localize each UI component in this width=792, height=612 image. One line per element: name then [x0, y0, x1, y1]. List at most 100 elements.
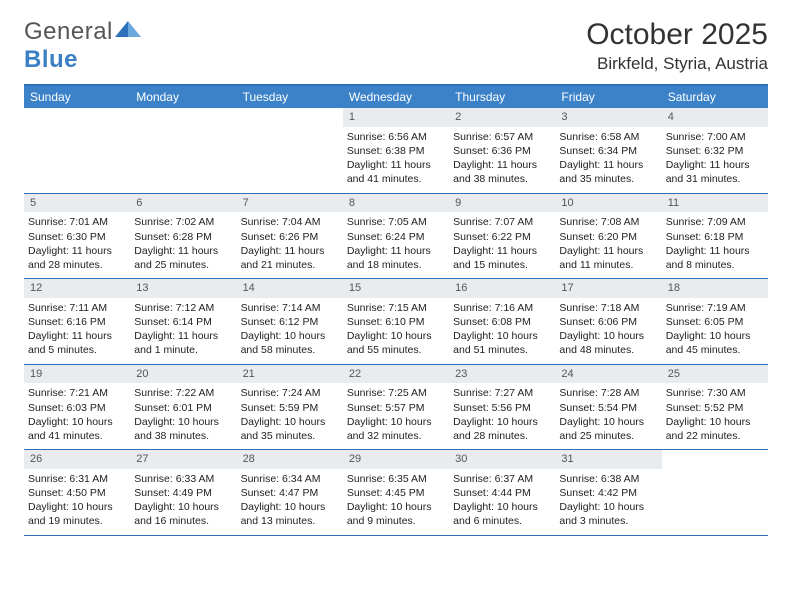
day-cell: 21Sunrise: 7:24 AMSunset: 5:59 PMDayligh…: [237, 365, 343, 450]
daylight-line: Daylight: 10 hours and 16 minutes.: [134, 500, 232, 528]
daylight-line: Daylight: 11 hours and 18 minutes.: [347, 244, 445, 272]
sunrise-line: Sunrise: 7:11 AM: [28, 301, 126, 315]
dow-friday: Friday: [555, 86, 661, 108]
brand-part2: Blue: [24, 46, 78, 73]
sunrise-line: Sunrise: 7:05 AM: [347, 215, 445, 229]
day-cell: 20Sunrise: 7:22 AMSunset: 6:01 PMDayligh…: [130, 365, 236, 450]
day-cell: 5 Sunrise: 7:01 AMSunset: 6:30 PMDaylight…: [24, 194, 130, 279]
day-number: 28: [237, 450, 343, 469]
sunrise-line: Sunrise: 7:02 AM: [134, 215, 232, 229]
daylight-line: Daylight: 11 hours and 11 minutes.: [559, 244, 657, 272]
daylight-line: Daylight: 10 hours and 6 minutes.: [453, 500, 551, 528]
daylight-line: Daylight: 11 hours and 28 minutes.: [28, 244, 126, 272]
day-number: [24, 108, 130, 112]
sunset-line: Sunset: 6:12 PM: [241, 315, 339, 329]
daylight-line: Daylight: 10 hours and 35 minutes.: [241, 415, 339, 443]
sunset-line: Sunset: 5:54 PM: [559, 401, 657, 415]
day-cell: [130, 108, 236, 193]
week-row: 5Sunrise: 7:01 AMSunset: 6:30 PMDaylight…: [24, 194, 768, 280]
day-cell: 17Sunrise: 7:18 AMSunset: 6:06 PMDayligh…: [555, 279, 661, 364]
sunset-line: Sunset: 6:06 PM: [559, 315, 657, 329]
daylight-line: Daylight: 10 hours and 58 minutes.: [241, 329, 339, 357]
daylight-line: Daylight: 10 hours and 19 minutes.: [28, 500, 126, 528]
sunrise-line: Sunrise: 7:07 AM: [453, 215, 551, 229]
sunset-line: Sunset: 4:44 PM: [453, 486, 551, 500]
day-cell: 11Sunrise: 7:09 AMSunset: 6:18 PMDayligh…: [662, 194, 768, 279]
dow-saturday: Saturday: [662, 86, 768, 108]
dow-sunday: Sunday: [24, 86, 130, 108]
day-number: 5: [24, 194, 130, 213]
sunrise-line: Sunrise: 7:12 AM: [134, 301, 232, 315]
sunset-line: Sunset: 4:47 PM: [241, 486, 339, 500]
sunrise-line: Sunrise: 7:16 AM: [453, 301, 551, 315]
sunrise-line: Sunrise: 7:22 AM: [134, 386, 232, 400]
daylight-line: Daylight: 11 hours and 21 minutes.: [241, 244, 339, 272]
day-number: 20: [130, 365, 236, 384]
day-number: 4: [662, 108, 768, 127]
daylight-line: Daylight: 10 hours and 28 minutes.: [453, 415, 551, 443]
day-cell: 28Sunrise: 6:34 AMSunset: 4:47 PMDayligh…: [237, 450, 343, 535]
brand-triangle-icon: [115, 19, 141, 39]
daylight-line: Daylight: 10 hours and 41 minutes.: [28, 415, 126, 443]
day-number: 25: [662, 365, 768, 384]
day-cell: [662, 450, 768, 535]
sunset-line: Sunset: 6:28 PM: [134, 230, 232, 244]
day-number: 11: [662, 194, 768, 213]
sunrise-line: Sunrise: 7:28 AM: [559, 386, 657, 400]
day-cell: 19Sunrise: 7:21 AMSunset: 6:03 PMDayligh…: [24, 365, 130, 450]
day-cell: 22Sunrise: 7:25 AMSunset: 5:57 PMDayligh…: [343, 365, 449, 450]
sunset-line: Sunset: 6:22 PM: [453, 230, 551, 244]
day-number: 13: [130, 279, 236, 298]
sunrise-line: Sunrise: 6:57 AM: [453, 130, 551, 144]
day-cell: 31Sunrise: 6:38 AMSunset: 4:42 PMDayligh…: [555, 450, 661, 535]
brand-part1: General: [24, 18, 113, 45]
sunset-line: Sunset: 6:05 PM: [666, 315, 764, 329]
sunrise-line: Sunrise: 6:33 AM: [134, 472, 232, 486]
sunset-line: Sunset: 6:18 PM: [666, 230, 764, 244]
sunrise-line: Sunrise: 7:01 AM: [28, 215, 126, 229]
sunset-line: Sunset: 6:38 PM: [347, 144, 445, 158]
sunset-line: Sunset: 4:49 PM: [134, 486, 232, 500]
month-title: October 2025: [586, 18, 768, 52]
sunrise-line: Sunrise: 6:35 AM: [347, 472, 445, 486]
sunrise-line: Sunrise: 7:00 AM: [666, 130, 764, 144]
day-cell: 4Sunrise: 7:00 AMSunset: 6:32 PMDaylight…: [662, 108, 768, 193]
day-number: 24: [555, 365, 661, 384]
sunset-line: Sunset: 6:32 PM: [666, 144, 764, 158]
week-row: 1Sunrise: 6:56 AMSunset: 6:38 PMDaylight…: [24, 108, 768, 194]
day-cell: [24, 108, 130, 193]
sunset-line: Sunset: 6:34 PM: [559, 144, 657, 158]
day-of-week-header: Sunday Monday Tuesday Wednesday Thursday…: [24, 86, 768, 108]
daylight-line: Daylight: 10 hours and 9 minutes.: [347, 500, 445, 528]
header: GeneralBlue October 2025 Birkfeld, Styri…: [24, 18, 768, 74]
sunrise-line: Sunrise: 6:56 AM: [347, 130, 445, 144]
day-cell: 13Sunrise: 7:12 AMSunset: 6:14 PMDayligh…: [130, 279, 236, 364]
day-cell: 8Sunrise: 7:05 AMSunset: 6:24 PMDaylight…: [343, 194, 449, 279]
day-cell: 16Sunrise: 7:16 AMSunset: 6:08 PMDayligh…: [449, 279, 555, 364]
day-cell: 18Sunrise: 7:19 AMSunset: 6:05 PMDayligh…: [662, 279, 768, 364]
week-row: 19Sunrise: 7:21 AMSunset: 6:03 PMDayligh…: [24, 365, 768, 451]
day-number: 9: [449, 194, 555, 213]
day-cell: 15Sunrise: 7:15 AMSunset: 6:10 PMDayligh…: [343, 279, 449, 364]
day-number: 7: [237, 194, 343, 213]
day-number: 17: [555, 279, 661, 298]
sunrise-line: Sunrise: 7:19 AM: [666, 301, 764, 315]
day-number: 3: [555, 108, 661, 127]
sunrise-line: Sunrise: 6:31 AM: [28, 472, 126, 486]
sunset-line: Sunset: 4:42 PM: [559, 486, 657, 500]
dow-thursday: Thursday: [449, 86, 555, 108]
day-number: 31: [555, 450, 661, 469]
daylight-line: Daylight: 10 hours and 51 minutes.: [453, 329, 551, 357]
day-cell: 2Sunrise: 6:57 AMSunset: 6:36 PMDaylight…: [449, 108, 555, 193]
day-cell: 3Sunrise: 6:58 AMSunset: 6:34 PMDaylight…: [555, 108, 661, 193]
sunrise-line: Sunrise: 7:04 AM: [241, 215, 339, 229]
daylight-line: Daylight: 10 hours and 38 minutes.: [134, 415, 232, 443]
sunset-line: Sunset: 5:52 PM: [666, 401, 764, 415]
location-text: Birkfeld, Styria, Austria: [586, 54, 768, 74]
sunrise-line: Sunrise: 6:58 AM: [559, 130, 657, 144]
daylight-line: Daylight: 11 hours and 8 minutes.: [666, 244, 764, 272]
sunset-line: Sunset: 6:30 PM: [28, 230, 126, 244]
day-number: 12: [24, 279, 130, 298]
day-cell: 1Sunrise: 6:56 AMSunset: 6:38 PMDaylight…: [343, 108, 449, 193]
day-number: [237, 108, 343, 112]
